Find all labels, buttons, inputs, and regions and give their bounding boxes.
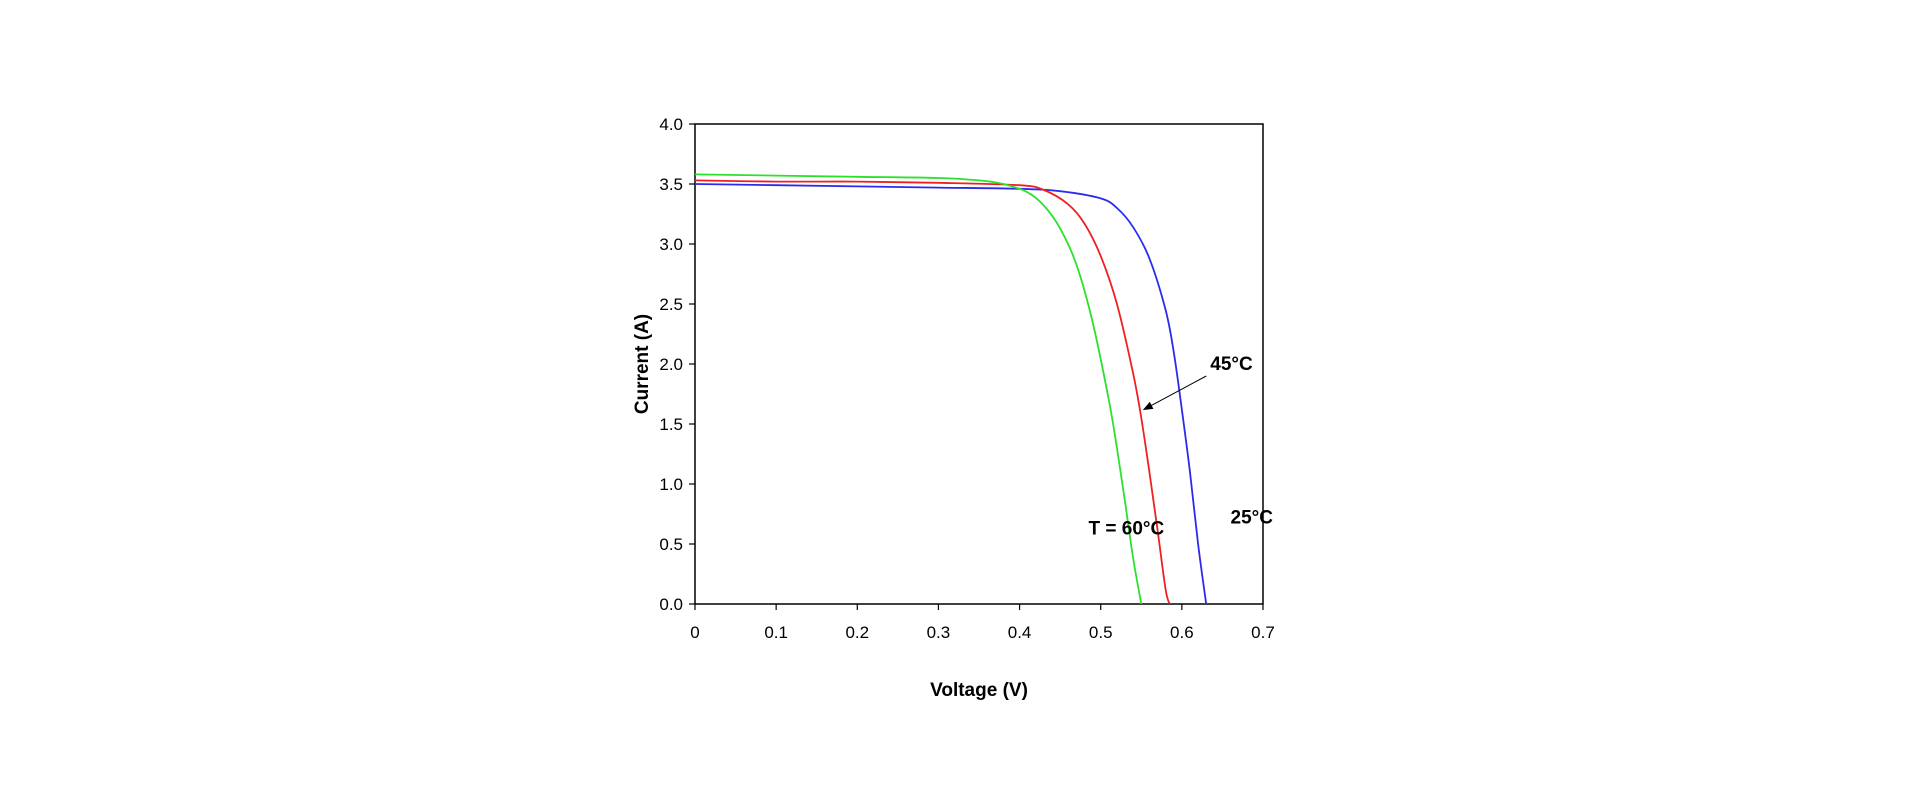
y-tick-label: 2.0 bbox=[659, 355, 683, 374]
y-axis-title: Current (A) bbox=[632, 314, 653, 414]
series-line-45c bbox=[694, 179, 1171, 605]
x-tick-label: 0.5 bbox=[1089, 623, 1113, 642]
x-tick-label: 0.2 bbox=[845, 623, 869, 642]
annotation-layer: T = 60°C 45°C 25°C bbox=[1089, 354, 1274, 539]
y-tick-label: 2.5 bbox=[659, 295, 683, 314]
x-axis-ticks: 0 0.1 0.2 0.3 0.4 0.5 0.6 0.7 bbox=[690, 604, 1275, 642]
annotation-25c: 25°C bbox=[1231, 508, 1274, 529]
y-tick-label: 0.5 bbox=[659, 535, 683, 554]
series-line-25c bbox=[694, 183, 1208, 605]
series-line-60c bbox=[694, 173, 1143, 605]
x-tick-label: 0.7 bbox=[1251, 623, 1275, 642]
x-tick-label: 0 bbox=[690, 623, 699, 642]
y-axis-ticks: 0.0 0.5 1.0 1.5 2.0 2.5 3.0 3.5 4.0 bbox=[659, 115, 695, 614]
y-tick-label: 4.0 bbox=[659, 115, 683, 134]
annotation-arrow bbox=[1142, 375, 1207, 411]
y-tick-label: 3.5 bbox=[659, 175, 683, 194]
annotation-60c: T = 60°C bbox=[1089, 518, 1165, 539]
plot-frame bbox=[694, 123, 1264, 605]
x-tick-label: 0.3 bbox=[927, 623, 951, 642]
y-tick-label: 1.5 bbox=[659, 415, 683, 434]
annotation-45c: 45°C bbox=[1210, 354, 1253, 375]
x-tick-label: 0.4 bbox=[1008, 623, 1032, 642]
y-tick-label: 3.0 bbox=[659, 235, 683, 254]
x-axis-title: Voltage (V) bbox=[930, 680, 1028, 701]
series-layer bbox=[694, 173, 1208, 605]
x-tick-label: 0.6 bbox=[1170, 623, 1194, 642]
y-tick-label: 0.0 bbox=[659, 595, 683, 614]
y-tick-label: 1.0 bbox=[659, 475, 683, 494]
x-tick-label: 0.1 bbox=[764, 623, 788, 642]
